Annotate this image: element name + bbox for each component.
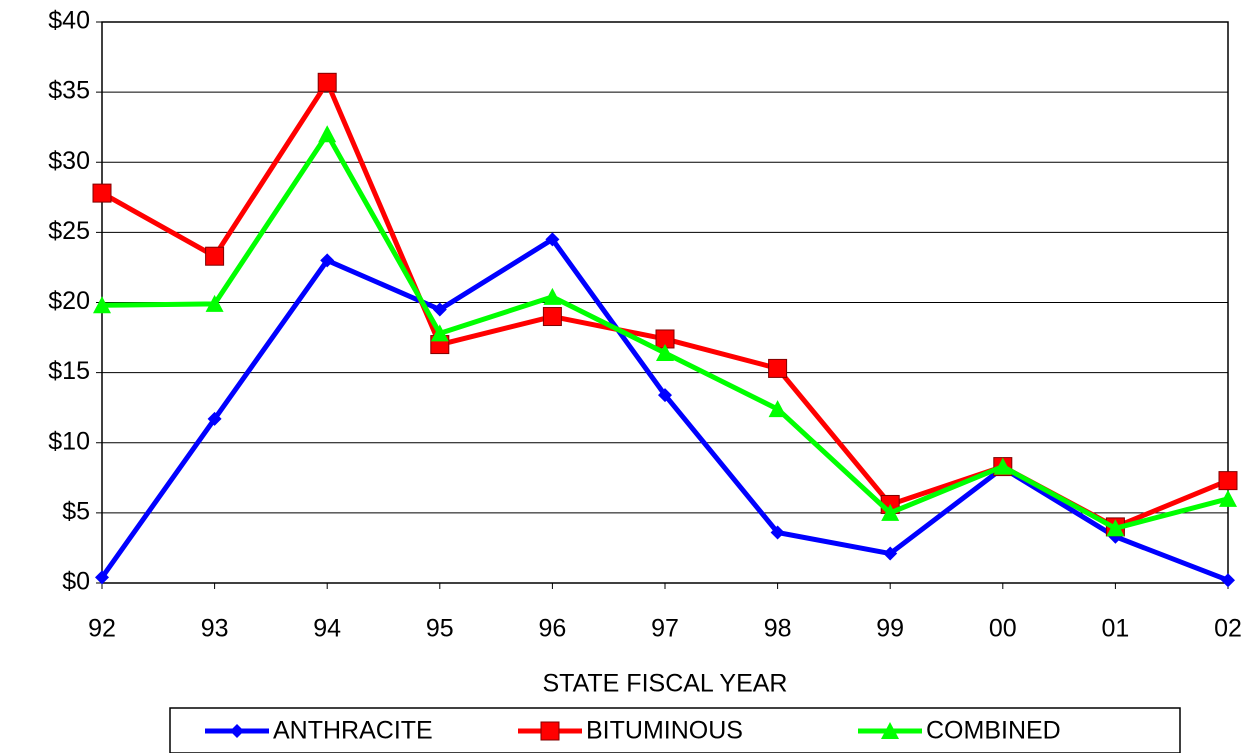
- legend-marker: [230, 724, 244, 738]
- marker: [543, 287, 562, 305]
- marker: [207, 411, 222, 426]
- marker: [320, 253, 335, 268]
- legend-label: BITUMINOUS: [586, 717, 743, 745]
- marker: [768, 358, 788, 378]
- x-tick-label: 01: [1101, 615, 1129, 643]
- y-tick-label: $5: [62, 497, 90, 525]
- marker: [92, 183, 112, 203]
- x-tick-label: 00: [989, 615, 1017, 643]
- y-tick-label: $15: [48, 357, 90, 385]
- marker: [93, 296, 111, 314]
- x-tick-label: 96: [538, 615, 566, 643]
- marker: [317, 72, 337, 92]
- x-axis-title: STATE FISCAL YEAR: [543, 670, 788, 698]
- x-tick-label: 92: [88, 615, 116, 643]
- marker: [545, 232, 560, 247]
- legend-box: [169, 707, 1181, 753]
- marker: [770, 525, 785, 540]
- x-tick-label: 99: [876, 615, 904, 643]
- marker: [430, 324, 449, 342]
- marker: [542, 307, 562, 327]
- marker: [658, 388, 672, 403]
- x-tick-label: 94: [313, 615, 341, 643]
- x-tick-label: 97: [651, 615, 679, 643]
- marker: [656, 343, 674, 361]
- x-tick-label: 02: [1214, 615, 1242, 643]
- marker: [883, 546, 898, 561]
- y-tick-label: $20: [48, 287, 90, 315]
- marker: [432, 302, 447, 317]
- legend-marker: [881, 722, 899, 739]
- y-tick-label: $0: [62, 568, 90, 596]
- y-tick-label: $35: [48, 77, 90, 105]
- legend-label: COMBINED: [926, 717, 1061, 745]
- series-line: [99, 236, 1229, 583]
- marker: [205, 294, 224, 312]
- legend-marker: [540, 721, 560, 741]
- marker: [881, 503, 900, 521]
- marker: [1221, 573, 1235, 588]
- marker: [1218, 471, 1238, 491]
- marker: [993, 457, 1012, 475]
- marker: [1219, 489, 1237, 507]
- marker: [318, 125, 337, 143]
- marker: [205, 246, 225, 266]
- y-tick-label: $10: [48, 427, 90, 455]
- y-tick-label: $25: [48, 217, 90, 245]
- legend-label: ANTHRACITE: [273, 717, 433, 745]
- y-tick-label: $30: [48, 147, 90, 175]
- series-line: [100, 79, 1229, 530]
- marker: [1106, 519, 1125, 537]
- marker: [95, 570, 109, 585]
- x-tick-label: 98: [764, 615, 792, 643]
- y-tick-label: $40: [48, 7, 90, 35]
- x-tick-label: 93: [201, 615, 229, 643]
- x-tick-label: 95: [426, 615, 454, 643]
- marker: [768, 400, 787, 418]
